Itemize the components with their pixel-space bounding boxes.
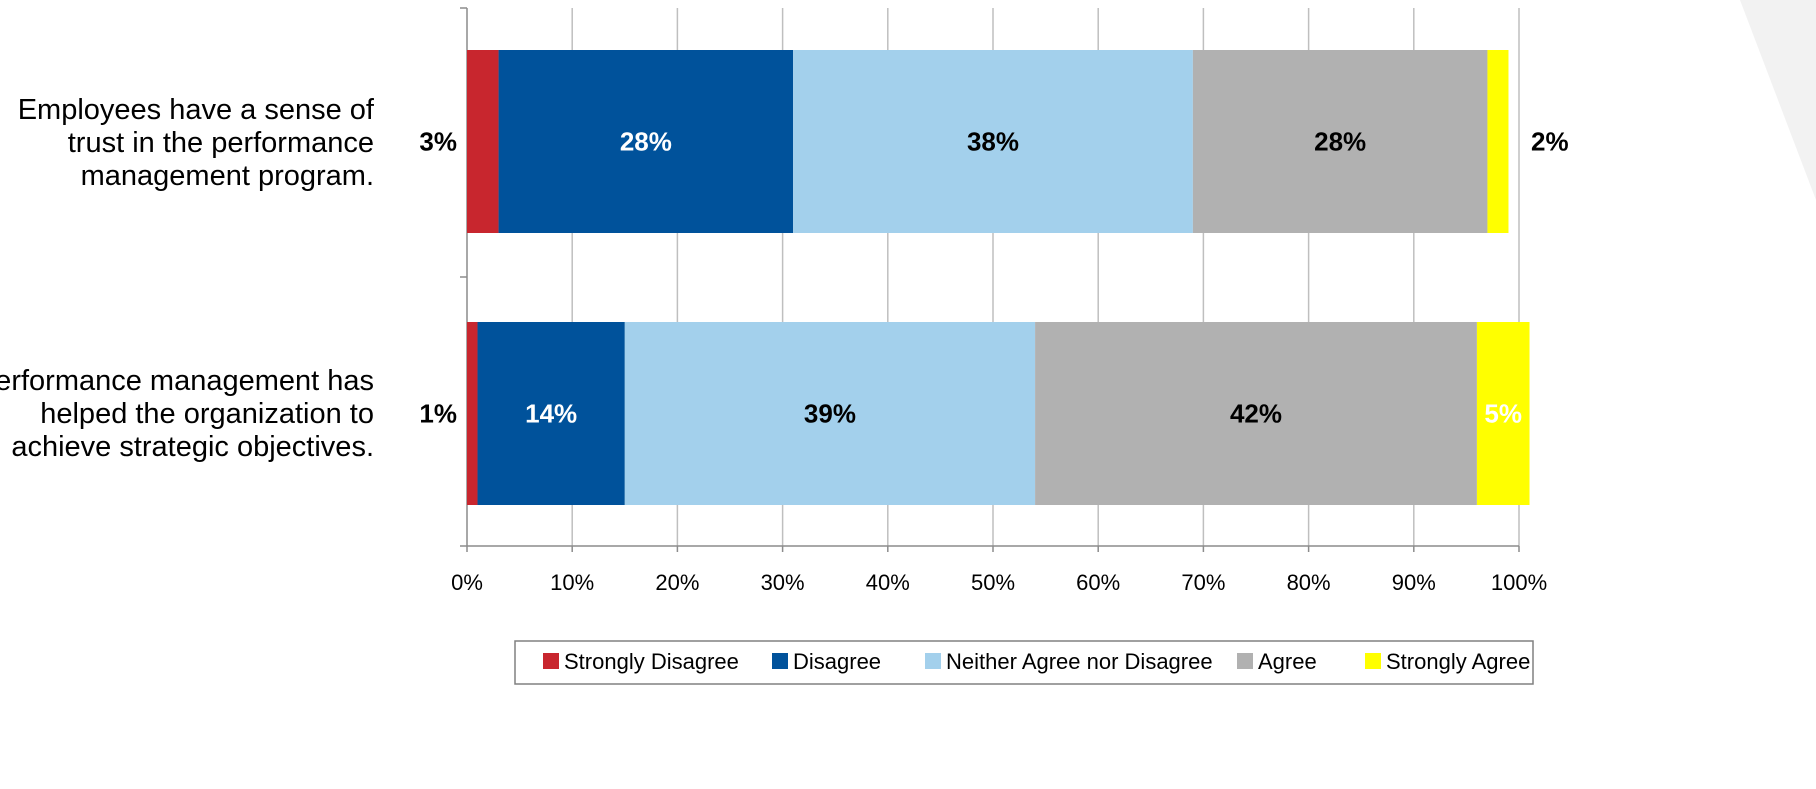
legend-label: Strongly Agree bbox=[1386, 649, 1530, 674]
data-label: 42% bbox=[1230, 399, 1282, 429]
x-tick-label: 90% bbox=[1392, 570, 1436, 595]
bar-segment bbox=[1035, 322, 1477, 505]
x-tick-label: 30% bbox=[761, 570, 805, 595]
data-label: 3% bbox=[419, 127, 457, 157]
data-label: 2% bbox=[1531, 127, 1569, 157]
x-tick-label: 100% bbox=[1491, 570, 1547, 595]
category-label-line: helped the organization to bbox=[40, 398, 374, 430]
bar-segment bbox=[467, 322, 478, 505]
data-label: 39% bbox=[804, 399, 856, 429]
x-tick-label: 20% bbox=[655, 570, 699, 595]
bar-segment bbox=[1487, 50, 1509, 233]
watermark-shape bbox=[1740, 0, 1816, 200]
x-tick-label: 0% bbox=[451, 570, 483, 595]
legend-label: Neither Agree nor Disagree bbox=[946, 649, 1213, 674]
category-label-line: achieve strategic objectives. bbox=[11, 431, 374, 463]
x-tick-label: 10% bbox=[550, 570, 594, 595]
x-tick-label: 40% bbox=[866, 570, 910, 595]
legend-swatch bbox=[925, 653, 941, 669]
data-label: 28% bbox=[620, 127, 672, 157]
category-label-line: Employees have a sense of bbox=[18, 94, 375, 126]
legend-box bbox=[514, 640, 1534, 685]
category-label-line: trust in the performance bbox=[68, 127, 374, 159]
legend-label: Disagree bbox=[793, 649, 881, 674]
legend-swatch bbox=[543, 653, 559, 669]
bar-segment bbox=[793, 50, 1193, 233]
legend-swatch bbox=[1365, 653, 1381, 669]
x-tick-label: 80% bbox=[1287, 570, 1331, 595]
category-labels: Employees have a sense of trust in the pe… bbox=[0, 94, 375, 463]
category-label-line: management program. bbox=[81, 160, 374, 192]
bar-segment bbox=[1476, 322, 1530, 505]
bar-segment bbox=[477, 322, 625, 505]
x-tick-label: 70% bbox=[1181, 570, 1225, 595]
bar-segment bbox=[467, 50, 499, 233]
bar-segment bbox=[498, 50, 794, 233]
data-label: 14% bbox=[525, 399, 577, 429]
x-tick-labels: 0% 10% 20% 30% 40% 50% 60% 70% 80% 90% 100% bbox=[451, 570, 1547, 595]
category-label: Performance management has helped the org… bbox=[0, 365, 374, 463]
legend: Strongly Disagree Disagree Neither Agree n… bbox=[514, 640, 1534, 685]
x-tick-label: 60% bbox=[1076, 570, 1120, 595]
category-label-line: Performance management has bbox=[0, 365, 374, 397]
legend-label: Strongly Disagree bbox=[564, 649, 739, 674]
legend-label: Agree bbox=[1258, 649, 1317, 674]
data-label: 1% bbox=[419, 399, 457, 429]
bars: 3% 28% 38% 28% 2% 1% 14% 39% 42% 5% bbox=[419, 50, 1569, 505]
data-label: 28% bbox=[1314, 127, 1366, 157]
x-tick-label: 50% bbox=[971, 570, 1015, 595]
legend-swatch bbox=[772, 653, 788, 669]
category-label: Employees have a sense of trust in the pe… bbox=[18, 94, 375, 192]
bar-segment bbox=[1192, 50, 1488, 233]
bar-segment bbox=[624, 322, 1036, 505]
data-label: 38% bbox=[967, 127, 1019, 157]
legend-swatch bbox=[1237, 653, 1253, 669]
data-label: 5% bbox=[1484, 399, 1522, 429]
